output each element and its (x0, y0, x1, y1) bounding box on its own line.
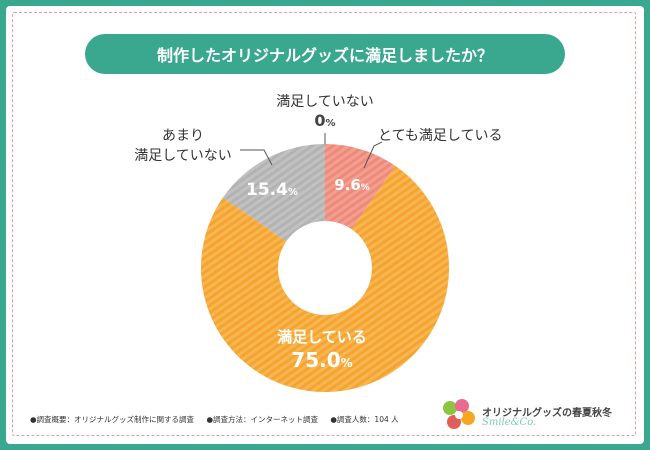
dashed-border (12, 12, 636, 436)
chart-title: 制作したオリジナルグッズに満足しましたか？ (85, 34, 565, 74)
slice-name-label-1: 満足している (277, 328, 367, 346)
survey-respondents: ●調査人数：104 人 (330, 415, 399, 424)
logo-flower-icon (443, 399, 475, 429)
donut-slice-texture-1 (200, 165, 449, 392)
leader-very-satisfied (363, 141, 383, 169)
label-not-very-satisfied: あまり 満足していない (128, 126, 238, 166)
value-label-not-satisfied: 0% (314, 111, 336, 130)
label-not-satisfied: 満足していない (276, 94, 374, 110)
label-not-very-line1: あまり (162, 128, 204, 144)
slice-value-label-2: 15.4% (246, 180, 298, 200)
logo-text: オリジナルグッズの春夏秋冬 (482, 408, 612, 419)
donut-slice-texture-0 (325, 144, 396, 230)
leader-not-very-satisfied (240, 149, 273, 166)
label-not-very-line2: 満足していない (134, 148, 232, 164)
logo-subtext: Smile&Co. (482, 417, 537, 428)
footer-survey-info: ●調査概要：オリジナルグッズ制作に関する調査 ●調査方法：インターネット調査 ●… (30, 414, 409, 425)
survey-summary: ●調査概要：オリジナルグッズ制作に関する調査 (30, 415, 195, 424)
donut-slice-texture-2 (222, 144, 325, 242)
label-very-satisfied: とても満足している (378, 128, 503, 144)
survey-method: ●調査方法：インターネット調査 (206, 415, 318, 424)
